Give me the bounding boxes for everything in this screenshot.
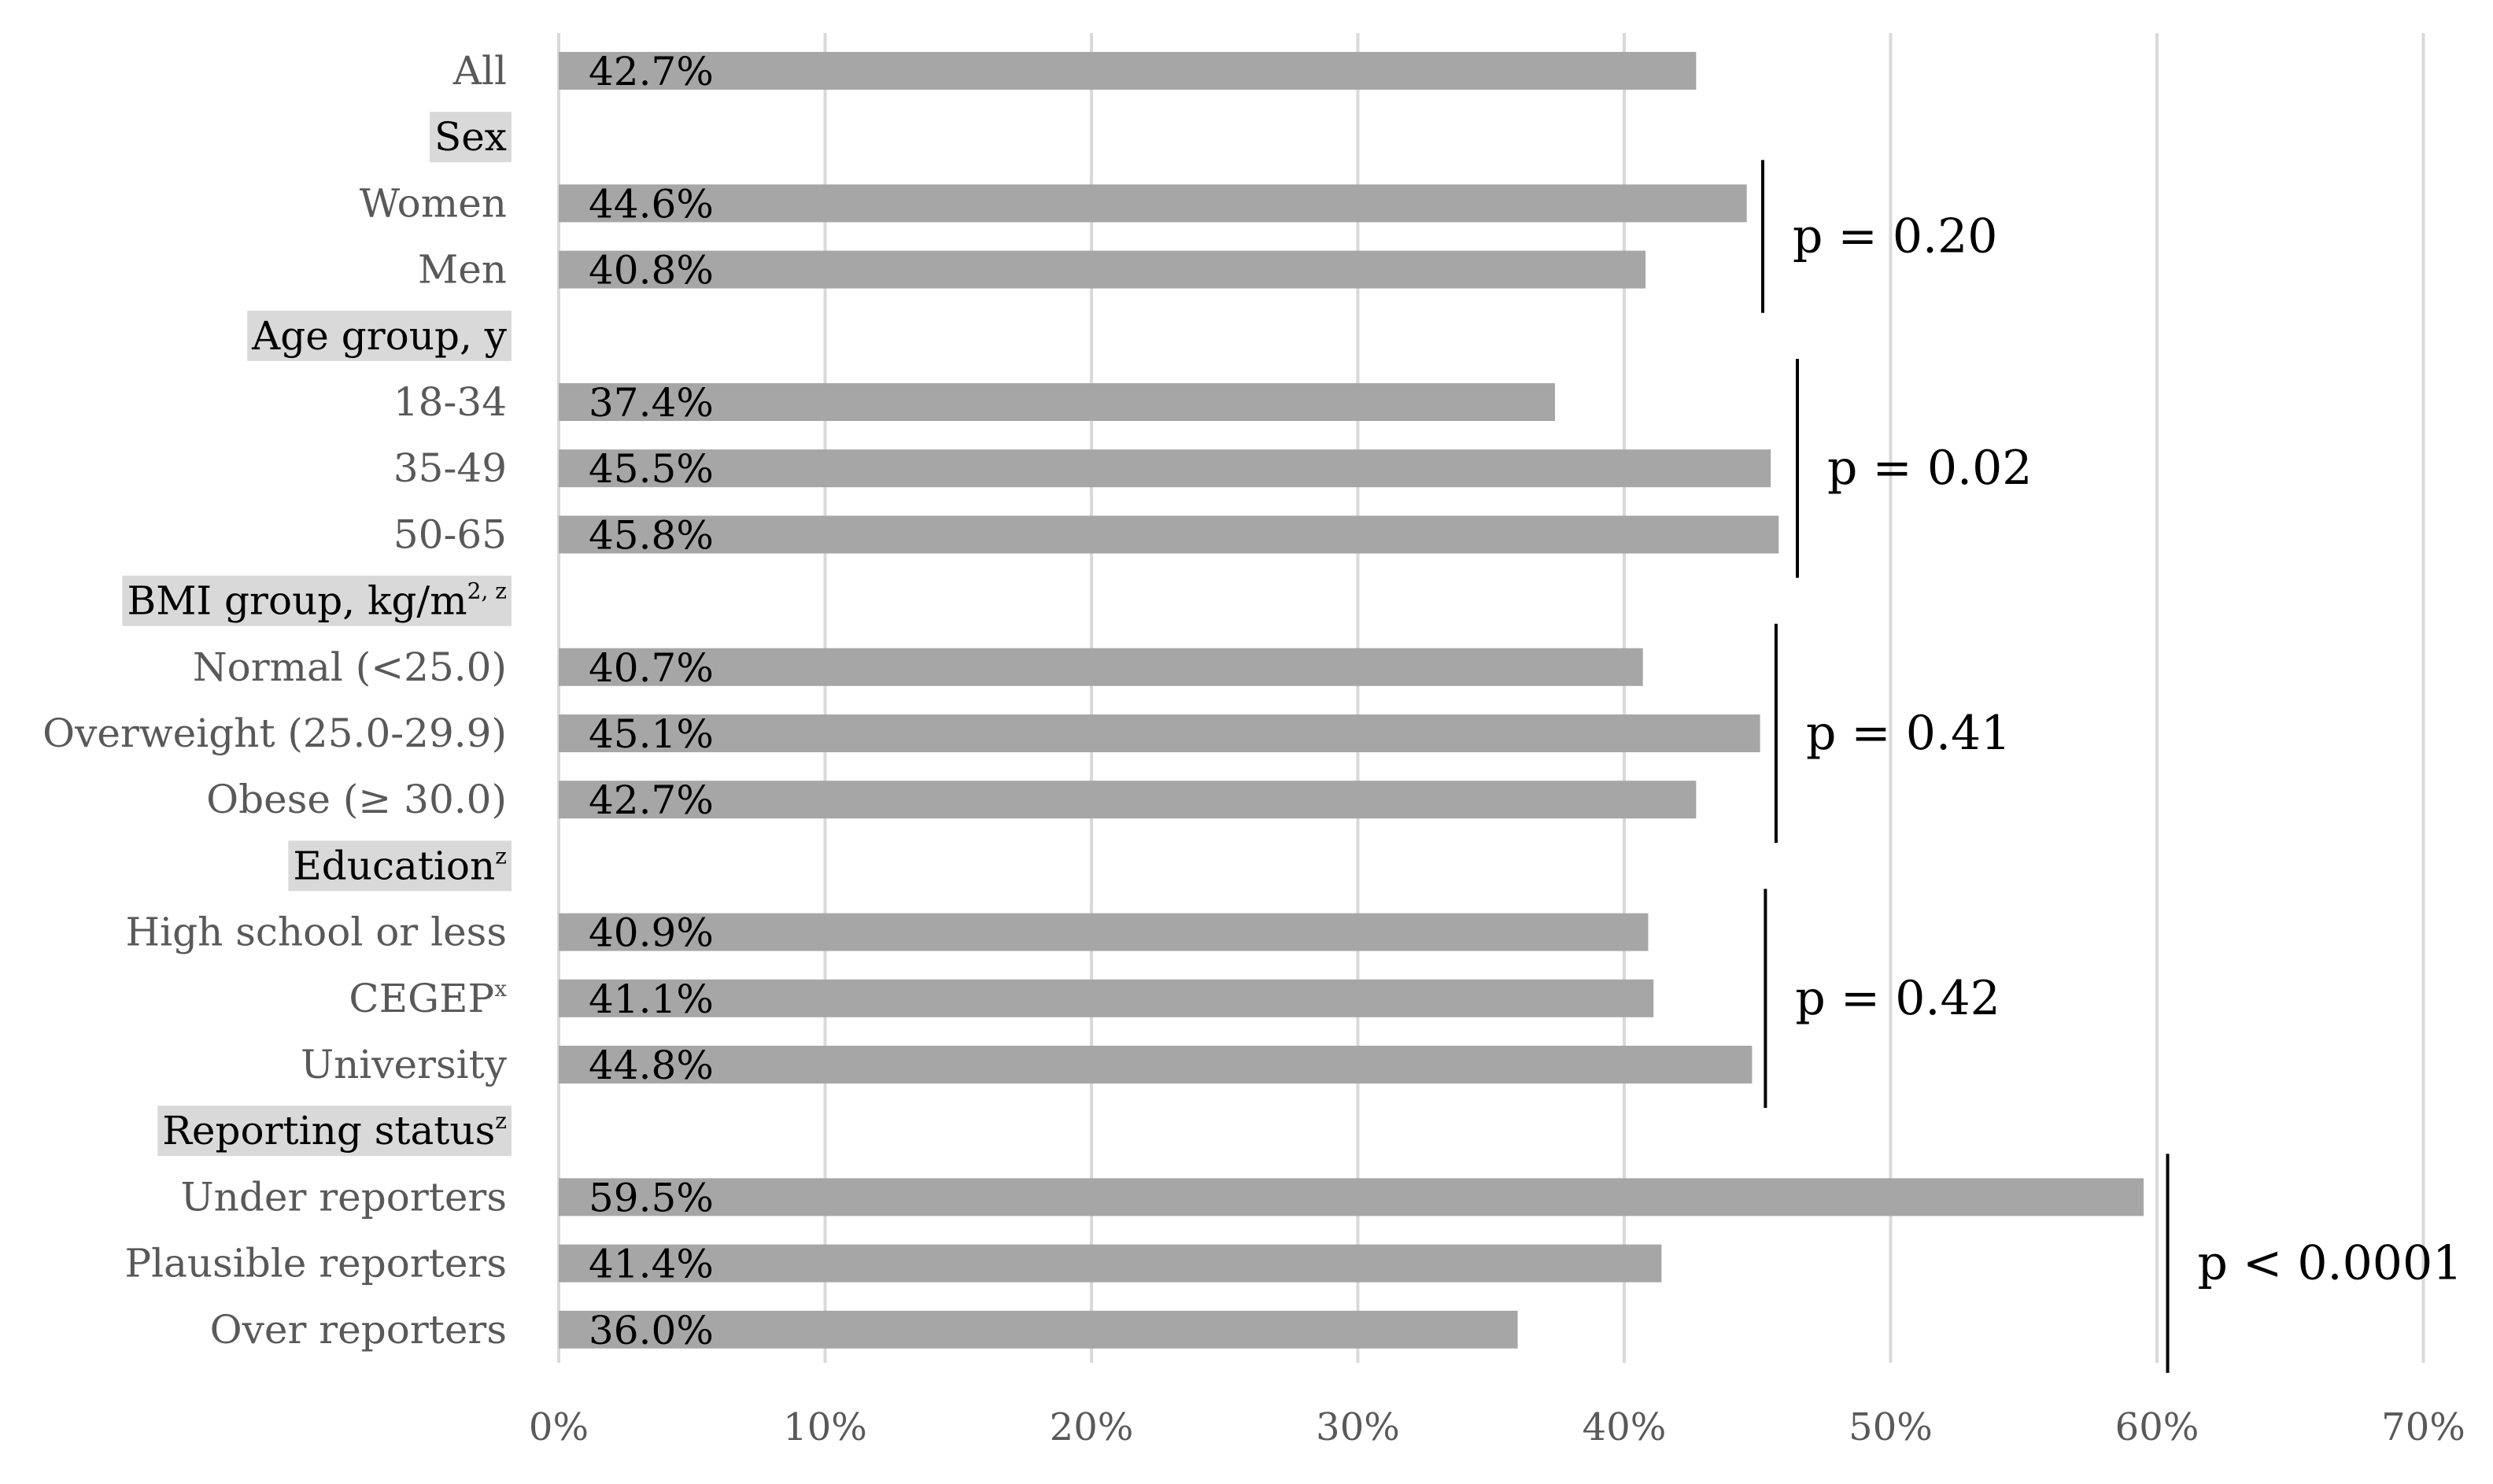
x-tick-label: 50% [1849, 1405, 1933, 1449]
category-label: Women [360, 180, 507, 226]
category-label: 50-65 [393, 511, 507, 557]
value-label: 45.5% [589, 446, 714, 492]
bar [559, 1046, 1752, 1083]
bar [559, 1310, 1518, 1349]
p-value-label: p = 0.41 [1806, 706, 2011, 761]
value-label: 40.8% [589, 248, 714, 293]
group-header-label: Sex [434, 114, 507, 160]
bars [559, 52, 2144, 1349]
p-value-label: p = 0.42 [1795, 971, 2000, 1026]
value-label: 36.0% [589, 1308, 714, 1353]
value-label: 45.1% [589, 711, 714, 757]
category-label: 18-34 [393, 379, 507, 425]
value-label: 42.7% [589, 49, 714, 94]
group-header-background [122, 575, 512, 626]
group-header-background [157, 1106, 512, 1157]
category-label: High school or less [126, 910, 507, 955]
value-label: 45.8% [589, 512, 714, 558]
value-label: 59.5% [589, 1175, 714, 1220]
x-tick-label: 60% [2115, 1405, 2199, 1449]
value-labels: 42.7% 44.6% 40.8% 37.4% 45.5% 45.8% 40.7% 45.1%… [589, 49, 714, 1353]
x-tick-label: 20% [1050, 1405, 1134, 1449]
group-header-background [247, 310, 512, 361]
category-label: 35-49 [393, 445, 507, 491]
p-value-label: p = 0.20 [1793, 209, 1997, 264]
x-tick-label: 10% [783, 1405, 867, 1449]
x-tick-label: 40% [1583, 1405, 1667, 1449]
bar [559, 184, 1747, 223]
group-header-label: Age group, y [251, 313, 508, 359]
p-value-label: p < 0.0001 [2198, 1236, 2463, 1291]
value-label: 41.4% [589, 1242, 714, 1287]
value-label: 40.7% [589, 645, 714, 691]
category-label: Overweight (25.0-29.9) [42, 711, 507, 756]
x-tick-label: 30% [1316, 1405, 1400, 1449]
category-label: Men [418, 247, 507, 293]
category-label: CEGEPx [349, 976, 507, 1021]
bar [559, 1178, 2144, 1216]
bar [559, 1244, 1662, 1283]
bar [559, 979, 1654, 1017]
category-label: Under reporters [181, 1174, 507, 1220]
value-label: 41.1% [589, 976, 714, 1022]
bar [559, 383, 1555, 421]
value-label: 44.8% [589, 1043, 714, 1088]
category-labels: All Women Men 18-34 35-49 50-65 Normal (<25.0)… [42, 48, 508, 1353]
value-label: 42.7% [589, 777, 714, 823]
group-header-background [288, 840, 512, 892]
bar [559, 913, 1649, 951]
group-header-label: Reporting statusz [162, 1108, 507, 1154]
category-label: Normal (<25.0) [193, 644, 507, 690]
bar [559, 250, 1646, 289]
group-header-label: BMI group, kg/m2, z [127, 578, 507, 624]
value-label: 37.4% [589, 380, 714, 426]
x-tick-label: 70% [2381, 1405, 2465, 1449]
group-headers: Sex Age group, y BMI group, kg/m2, z Educat… [122, 112, 512, 1157]
category-label: Obese (≥ 30.0) [206, 777, 507, 822]
bar [559, 648, 1643, 686]
category-label: All [452, 48, 507, 94]
category-label: University [301, 1042, 508, 1087]
category-label: Plausible reporters [124, 1241, 507, 1287]
bar [559, 714, 1760, 752]
p-value-annotations: p = 0.20 p = 0.02 p = 0.41 p = 0.42 p < 0.00… [1761, 160, 2463, 1373]
category-label: Over reporters [210, 1307, 507, 1353]
value-label: 40.9% [589, 910, 714, 956]
group-header-label: Educationz [293, 843, 507, 888]
value-label: 44.6% [589, 181, 714, 227]
gridlines [557, 33, 2425, 1363]
bar [559, 781, 1697, 819]
x-axis-ticks: 0% 10% 20% 30% 40% 50% 60% 70% [529, 1405, 2465, 1449]
bar [559, 52, 1697, 90]
group-header-background [429, 112, 512, 163]
bar [559, 449, 1771, 488]
p-value-label: p = 0.02 [1827, 441, 2032, 496]
bar [559, 515, 1779, 554]
x-tick-label: 0% [529, 1405, 589, 1449]
